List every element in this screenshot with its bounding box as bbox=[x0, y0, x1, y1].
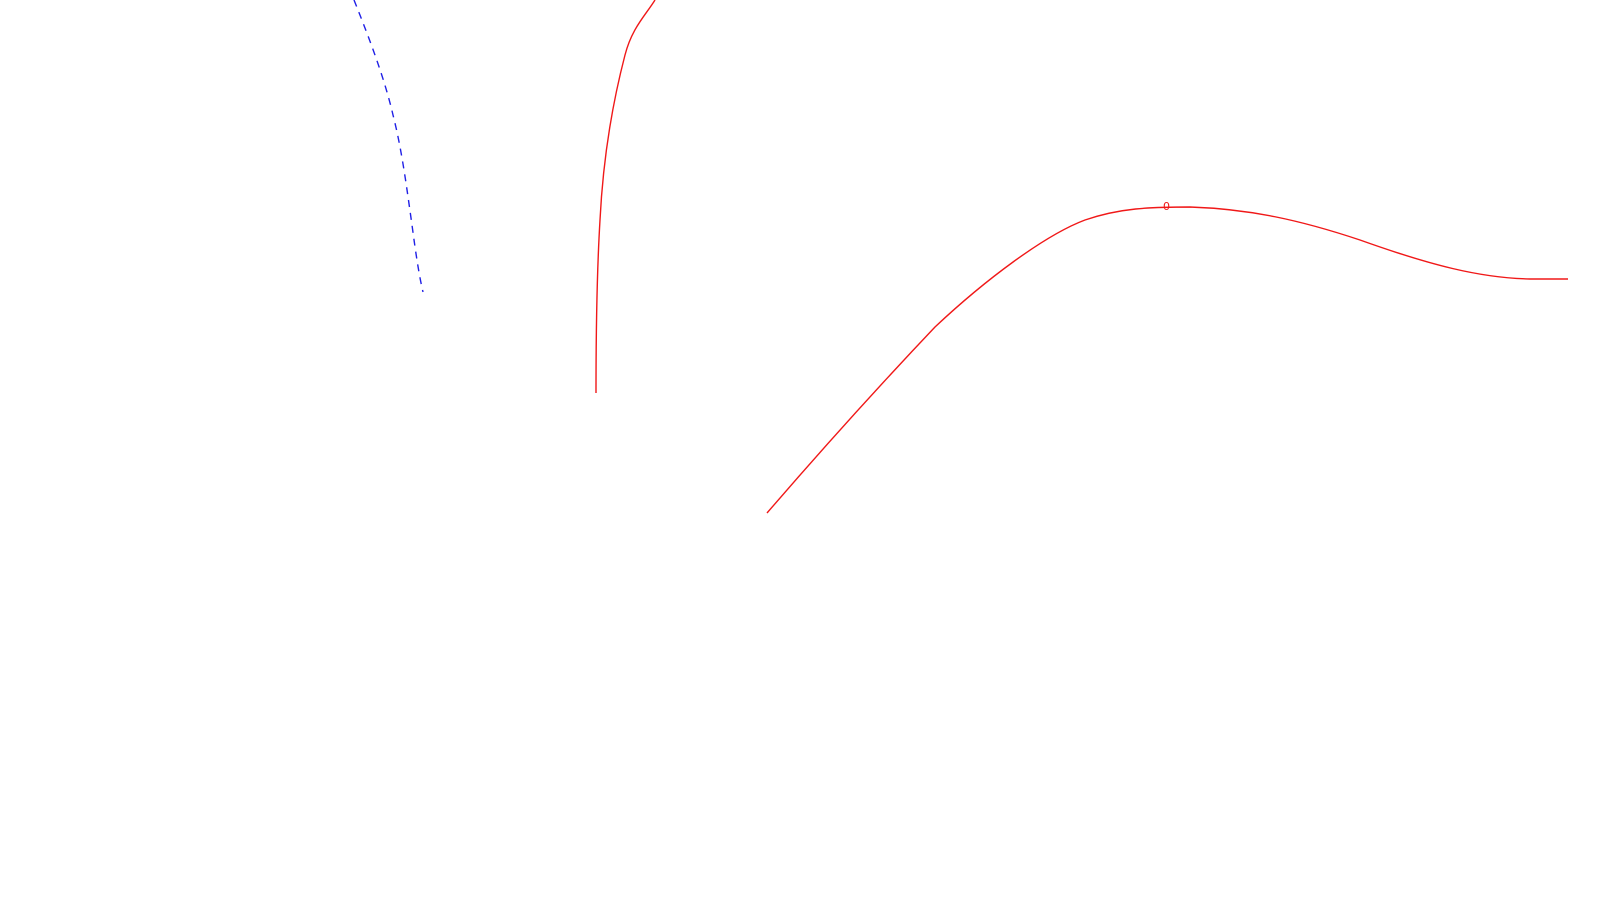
dashed-blue-curve bbox=[353, 0, 424, 293]
red-steep-curve bbox=[595, 0, 656, 394]
peak-label: 0 bbox=[1163, 200, 1170, 213]
red-wave-curve bbox=[766, 206, 1568, 514]
